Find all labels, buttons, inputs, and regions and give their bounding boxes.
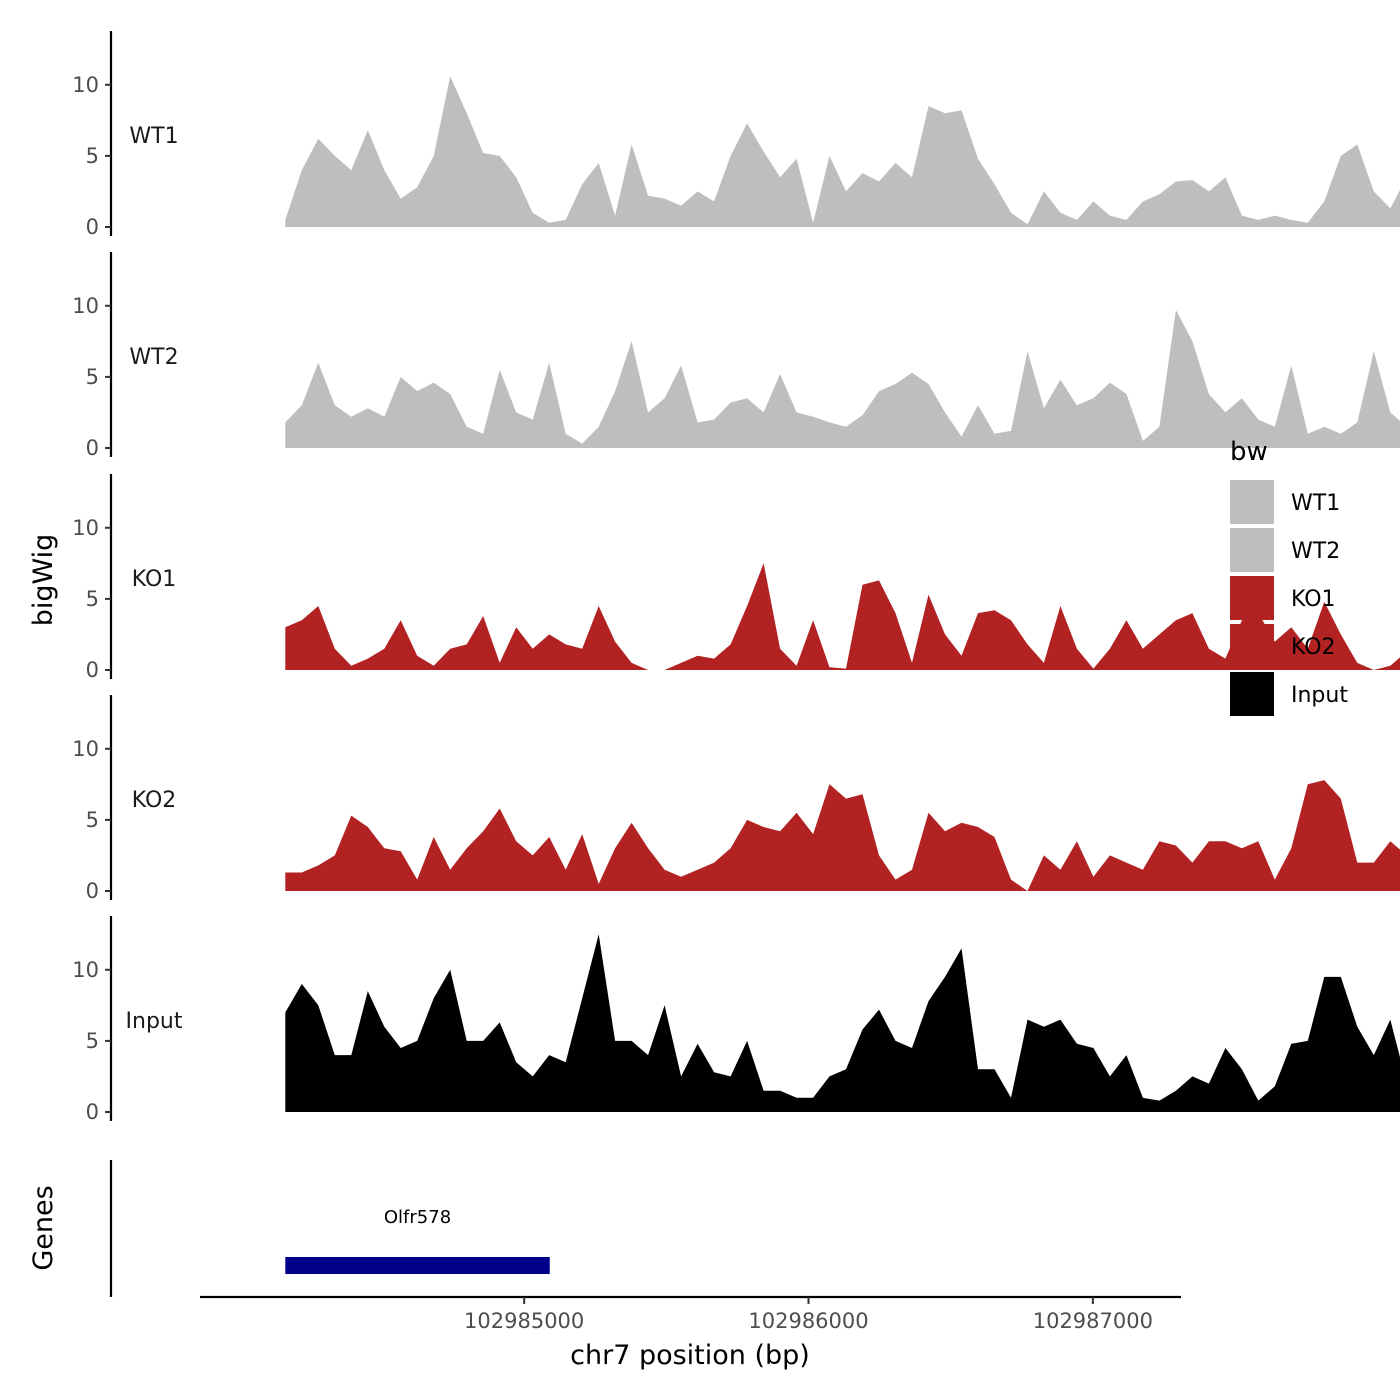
legend-label-ko2: KO2 — [1291, 635, 1336, 660]
gene-label-olfr578: Olfr578 — [384, 1207, 451, 1228]
legend-label-input: Input — [1291, 683, 1348, 708]
y-tick-label-ko1-5: 5 — [86, 587, 99, 611]
legend: bw WT1 WT2 KO1 KO2 Input — [1230, 437, 1348, 716]
x-axis: 102985000 102986000 102987000 — [200, 1295, 1181, 1333]
track-panels: 0 5 10 WT1 0 5 10 WT2 0 5 10 KO1 0 5 10 KO2 0 5 10 Input — [72, 31, 1400, 1124]
x-tick-label-102985000: 102985000 — [464, 1309, 584, 1333]
legend-swatch-wt2 — [1230, 528, 1274, 572]
y-tick-label-wt1-0: 0 — [86, 215, 99, 239]
y-tick-label-ko1-10: 10 — [72, 516, 99, 540]
legend-swatch-ko1 — [1230, 576, 1274, 620]
genes-panel: Olfr578 — [109, 1160, 550, 1297]
legend-swatch-ko2 — [1230, 624, 1274, 668]
legend-label-wt2: WT2 — [1291, 539, 1340, 564]
track-label-input: Input — [126, 1009, 183, 1034]
genes-axis-title: Genes — [28, 1185, 59, 1270]
y-tick-label-wt1-10: 10 — [72, 73, 99, 97]
y-tick-label-input-0: 0 — [86, 1100, 99, 1124]
y-axis-title: bigWig — [28, 534, 59, 627]
track-label-ko1: KO1 — [132, 567, 177, 592]
gene-bar-olfr578 — [285, 1257, 550, 1274]
y-tick-label-ko2-0: 0 — [86, 879, 99, 903]
y-tick-label-wt2-0: 0 — [86, 436, 99, 460]
x-axis-title: chr7 position (bp) — [570, 1340, 810, 1371]
track-ko2: 0 5 10 KO2 — [72, 695, 1400, 903]
track-input: 0 5 10 Input — [72, 916, 1400, 1124]
x-tick-label-102986000: 102986000 — [748, 1309, 868, 1333]
y-tick-label-wt2-5: 5 — [86, 365, 99, 389]
area-series-wt2 — [285, 310, 1400, 448]
y-tick-label-wt1-5: 5 — [86, 144, 99, 168]
track-ko1: 0 5 10 KO1 — [72, 474, 1400, 682]
area-series-ko2 — [285, 780, 1400, 891]
y-tick-label-input-5: 5 — [86, 1029, 99, 1053]
track-label-wt2: WT2 — [129, 345, 178, 370]
legend-swatch-input — [1230, 672, 1274, 716]
track-wt2: 0 5 10 WT2 — [72, 252, 1400, 460]
legend-label-wt1: WT1 — [1291, 491, 1340, 516]
track-wt1: 0 5 10 WT1 — [72, 31, 1400, 239]
y-tick-label-input-10: 10 — [72, 958, 99, 982]
area-series-ko1 — [285, 563, 1400, 670]
area-series-input — [285, 934, 1400, 1112]
legend-title: bw — [1230, 437, 1268, 467]
legend-label-ko1: KO1 — [1291, 587, 1336, 612]
legend-swatch-wt1 — [1230, 480, 1274, 524]
track-label-ko2: KO2 — [132, 788, 177, 813]
y-tick-label-ko2-5: 5 — [86, 808, 99, 832]
y-tick-label-ko2-10: 10 — [72, 737, 99, 761]
y-tick-label-wt2-10: 10 — [72, 294, 99, 318]
x-tick-label-102987000: 102987000 — [1033, 1309, 1153, 1333]
track-label-wt1: WT1 — [129, 124, 178, 149]
y-tick-label-ko1-0: 0 — [86, 658, 99, 682]
area-series-wt1 — [285, 76, 1400, 227]
